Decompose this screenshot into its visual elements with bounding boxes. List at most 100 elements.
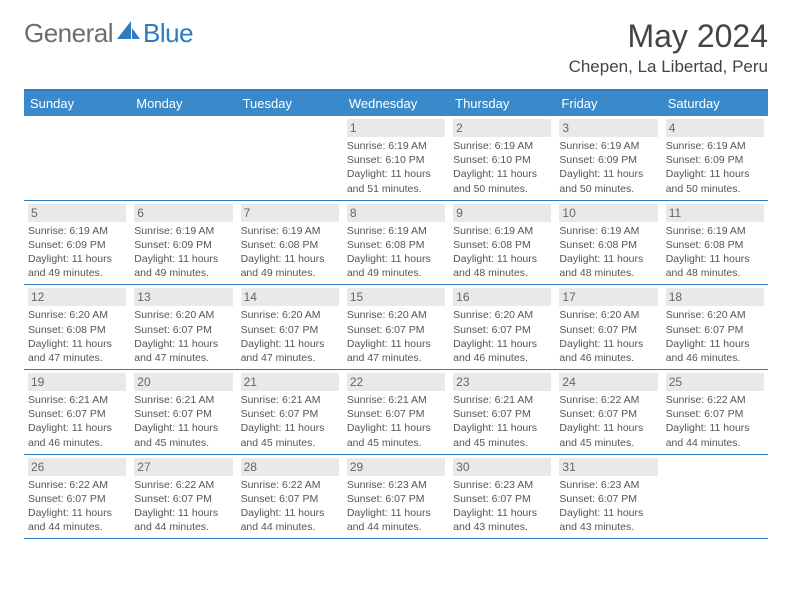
day-d2: and 50 minutes.: [559, 182, 657, 196]
day-sr: Sunrise: 6:19 AM: [559, 224, 657, 238]
day-info: Sunrise: 6:22 AMSunset: 6:07 PMDaylight:…: [241, 478, 339, 535]
calendar-day: 5Sunrise: 6:19 AMSunset: 6:09 PMDaylight…: [24, 201, 130, 285]
day-ss: Sunset: 6:09 PM: [666, 153, 764, 167]
day-number: 19: [28, 373, 126, 391]
day-number: 22: [347, 373, 445, 391]
day-ss: Sunset: 6:07 PM: [241, 407, 339, 421]
day-d1: Daylight: 11 hours: [559, 506, 657, 520]
day-number: 8: [347, 204, 445, 222]
day-d1: Daylight: 11 hours: [453, 167, 551, 181]
logo: General Blue: [24, 18, 193, 49]
day-info: Sunrise: 6:20 AMSunset: 6:07 PMDaylight:…: [453, 308, 551, 365]
day-d2: and 44 minutes.: [134, 520, 232, 534]
header: General Blue May 2024 Chepen, La Liberta…: [0, 0, 792, 81]
day-d1: Daylight: 11 hours: [347, 421, 445, 435]
day-info: Sunrise: 6:23 AMSunset: 6:07 PMDaylight:…: [559, 478, 657, 535]
day-d1: Daylight: 11 hours: [666, 252, 764, 266]
day-info: Sunrise: 6:19 AMSunset: 6:10 PMDaylight:…: [453, 139, 551, 196]
weekday-header: Friday: [555, 91, 661, 116]
day-ss: Sunset: 6:07 PM: [347, 407, 445, 421]
day-ss: Sunset: 6:08 PM: [559, 238, 657, 252]
day-ss: Sunset: 6:08 PM: [347, 238, 445, 252]
day-info: Sunrise: 6:21 AMSunset: 6:07 PMDaylight:…: [453, 393, 551, 450]
day-ss: Sunset: 6:08 PM: [666, 238, 764, 252]
day-d2: and 48 minutes.: [666, 266, 764, 280]
day-d2: and 47 minutes.: [241, 351, 339, 365]
logo-sail-icon: [117, 21, 141, 46]
day-info: Sunrise: 6:20 AMSunset: 6:07 PMDaylight:…: [347, 308, 445, 365]
day-ss: Sunset: 6:09 PM: [559, 153, 657, 167]
day-number: 15: [347, 288, 445, 306]
calendar-day: 28Sunrise: 6:22 AMSunset: 6:07 PMDayligh…: [237, 455, 343, 539]
day-info: Sunrise: 6:19 AMSunset: 6:08 PMDaylight:…: [453, 224, 551, 281]
day-number: 1: [347, 119, 445, 137]
day-ss: Sunset: 6:07 PM: [134, 407, 232, 421]
day-number: 18: [666, 288, 764, 306]
calendar-day: 29Sunrise: 6:23 AMSunset: 6:07 PMDayligh…: [343, 455, 449, 539]
day-sr: Sunrise: 6:19 AM: [666, 224, 764, 238]
weekday-header: Thursday: [449, 91, 555, 116]
day-number: 6: [134, 204, 232, 222]
day-d2: and 43 minutes.: [453, 520, 551, 534]
calendar-day: [130, 116, 236, 200]
day-d1: Daylight: 11 hours: [347, 252, 445, 266]
day-d2: and 45 minutes.: [559, 436, 657, 450]
day-d2: and 46 minutes.: [453, 351, 551, 365]
day-sr: Sunrise: 6:20 AM: [28, 308, 126, 322]
day-sr: Sunrise: 6:21 AM: [347, 393, 445, 407]
day-d1: Daylight: 11 hours: [453, 252, 551, 266]
day-sr: Sunrise: 6:19 AM: [453, 224, 551, 238]
day-ss: Sunset: 6:07 PM: [453, 492, 551, 506]
day-info: Sunrise: 6:20 AMSunset: 6:08 PMDaylight:…: [28, 308, 126, 365]
day-number: 27: [134, 458, 232, 476]
day-info: Sunrise: 6:19 AMSunset: 6:08 PMDaylight:…: [666, 224, 764, 281]
day-ss: Sunset: 6:07 PM: [453, 323, 551, 337]
day-d2: and 43 minutes.: [559, 520, 657, 534]
weekday-header: Saturday: [662, 91, 768, 116]
day-sr: Sunrise: 6:19 AM: [241, 224, 339, 238]
day-info: Sunrise: 6:20 AMSunset: 6:07 PMDaylight:…: [666, 308, 764, 365]
day-number: 17: [559, 288, 657, 306]
day-d2: and 45 minutes.: [134, 436, 232, 450]
day-number: 23: [453, 373, 551, 391]
day-d1: Daylight: 11 hours: [666, 421, 764, 435]
day-info: Sunrise: 6:22 AMSunset: 6:07 PMDaylight:…: [28, 478, 126, 535]
calendar-day: 25Sunrise: 6:22 AMSunset: 6:07 PMDayligh…: [662, 370, 768, 454]
day-d1: Daylight: 11 hours: [241, 506, 339, 520]
day-d1: Daylight: 11 hours: [559, 421, 657, 435]
weekday-header: Sunday: [24, 91, 130, 116]
day-info: Sunrise: 6:20 AMSunset: 6:07 PMDaylight:…: [134, 308, 232, 365]
calendar: Sunday Monday Tuesday Wednesday Thursday…: [24, 89, 768, 539]
calendar-day: 3Sunrise: 6:19 AMSunset: 6:09 PMDaylight…: [555, 116, 661, 200]
calendar-day: [237, 116, 343, 200]
day-d1: Daylight: 11 hours: [28, 421, 126, 435]
day-info: Sunrise: 6:23 AMSunset: 6:07 PMDaylight:…: [453, 478, 551, 535]
day-ss: Sunset: 6:07 PM: [134, 323, 232, 337]
calendar-day: 9Sunrise: 6:19 AMSunset: 6:08 PMDaylight…: [449, 201, 555, 285]
day-sr: Sunrise: 6:20 AM: [453, 308, 551, 322]
day-info: Sunrise: 6:22 AMSunset: 6:07 PMDaylight:…: [134, 478, 232, 535]
weekday-header-row: Sunday Monday Tuesday Wednesday Thursday…: [24, 91, 768, 116]
calendar-week: 12Sunrise: 6:20 AMSunset: 6:08 PMDayligh…: [24, 285, 768, 370]
day-sr: Sunrise: 6:19 AM: [666, 139, 764, 153]
day-ss: Sunset: 6:08 PM: [453, 238, 551, 252]
day-ss: Sunset: 6:09 PM: [134, 238, 232, 252]
day-d1: Daylight: 11 hours: [559, 252, 657, 266]
calendar-day: 13Sunrise: 6:20 AMSunset: 6:07 PMDayligh…: [130, 285, 236, 369]
day-ss: Sunset: 6:07 PM: [241, 323, 339, 337]
day-sr: Sunrise: 6:20 AM: [559, 308, 657, 322]
location-label: Chepen, La Libertad, Peru: [569, 57, 768, 77]
day-sr: Sunrise: 6:22 AM: [666, 393, 764, 407]
day-info: Sunrise: 6:19 AMSunset: 6:09 PMDaylight:…: [28, 224, 126, 281]
day-d2: and 48 minutes.: [453, 266, 551, 280]
day-sr: Sunrise: 6:23 AM: [453, 478, 551, 492]
calendar-day: 18 Sunrise: 6:20 AMSunset: 6:07 PMDayligh…: [662, 285, 768, 369]
day-sr: Sunrise: 6:19 AM: [559, 139, 657, 153]
day-info: Sunrise: 6:19 AMSunset: 6:08 PMDaylight:…: [347, 224, 445, 281]
day-info: Sunrise: 6:21 AMSunset: 6:07 PMDaylight:…: [134, 393, 232, 450]
calendar-day: 23 Sunrise: 6:21 AMSunset: 6:07 PMDayligh…: [449, 370, 555, 454]
day-sr: Sunrise: 6:21 AM: [241, 393, 339, 407]
day-d2: and 51 minutes.: [347, 182, 445, 196]
day-info: Sunrise: 6:21 AMSunset: 6:07 PMDaylight:…: [28, 393, 126, 450]
day-sr: Sunrise: 6:19 AM: [347, 139, 445, 153]
